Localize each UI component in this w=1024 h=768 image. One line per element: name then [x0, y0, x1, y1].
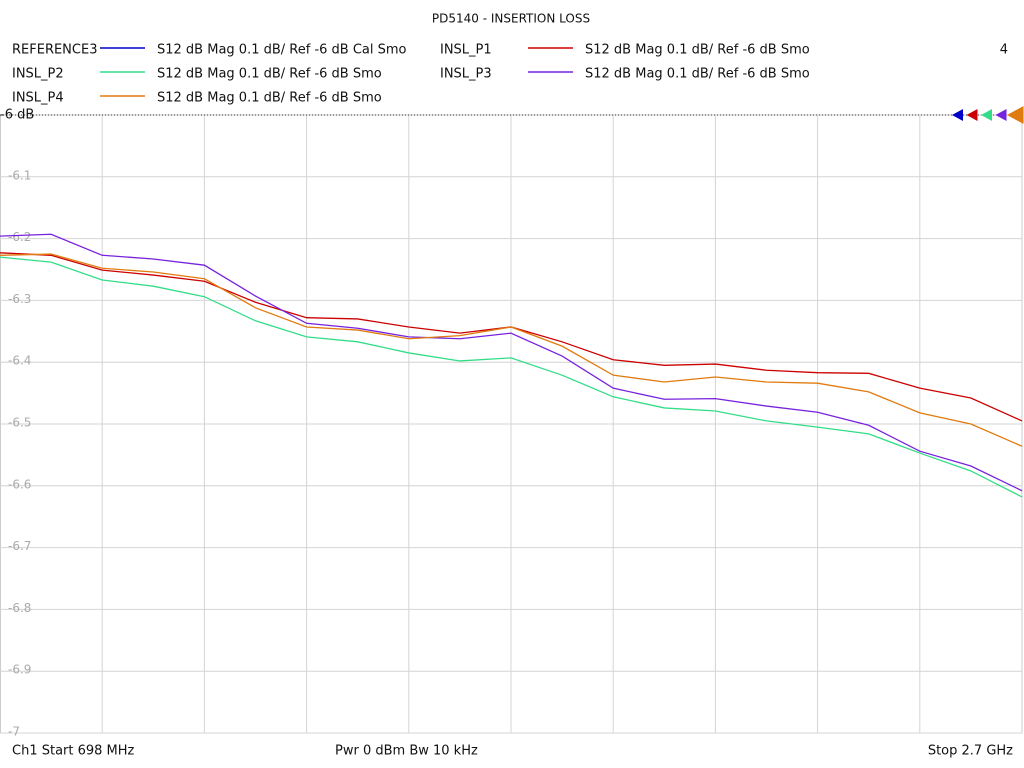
- reference-marker: [1007, 106, 1024, 124]
- legend-description: S12 dB Mag 0.1 dB/ Ref -6 dB Cal Smo: [157, 43, 407, 58]
- legend-name: INSL_P3: [440, 67, 492, 82]
- y-tick-label: -6 dB: [0, 108, 34, 123]
- legend-description: S12 dB Mag 0.1 dB/ Ref -6 dB Smo: [157, 91, 382, 106]
- reference-marker: [952, 109, 963, 121]
- footer-power: Pwr 0 dBm Bw 10 kHz: [335, 744, 478, 759]
- trace-line: [0, 253, 1023, 447]
- legend-name: REFERENCE3: [12, 43, 97, 58]
- reference-marker: [981, 109, 992, 121]
- y-tick-label: -6.6: [8, 477, 31, 491]
- y-tick-label: -6.3: [8, 292, 31, 306]
- y-tick-label: -6.4: [8, 354, 31, 368]
- trace-line: [0, 233, 1023, 492]
- legend-description: S12 dB Mag 0.1 dB/ Ref -6 dB Smo: [157, 67, 382, 82]
- reference-marker: [995, 109, 1007, 121]
- y-tick-label: -7: [8, 725, 20, 739]
- y-tick-label: -6.8: [8, 601, 31, 615]
- chart-title: PD5140 - INSERTION LOSS: [432, 12, 590, 26]
- legend-name: INSL_P1: [440, 43, 492, 58]
- active-trace: 4: [1000, 43, 1008, 58]
- y-tick-label: -6.1: [8, 168, 31, 182]
- y-tick-label: -6.2: [8, 230, 31, 244]
- legend-description: S12 dB Mag 0.1 dB/ Ref -6 dB Smo: [585, 43, 810, 58]
- legend-name: INSL_P4: [12, 91, 64, 106]
- legend-description: S12 dB Mag 0.1 dB/ Ref -6 dB Smo: [585, 67, 810, 82]
- footer-stop: Stop 2.7 GHz: [928, 744, 1013, 759]
- footer-start: Ch1 Start 698 MHz: [12, 744, 135, 759]
- legend-name: INSL_P2: [12, 67, 64, 82]
- y-tick-label: -6.9: [8, 663, 31, 677]
- y-tick-label: -6.7: [8, 539, 31, 553]
- y-tick-label: -6.5: [8, 416, 31, 430]
- trace-line: [0, 256, 1023, 498]
- reference-marker: [966, 109, 978, 121]
